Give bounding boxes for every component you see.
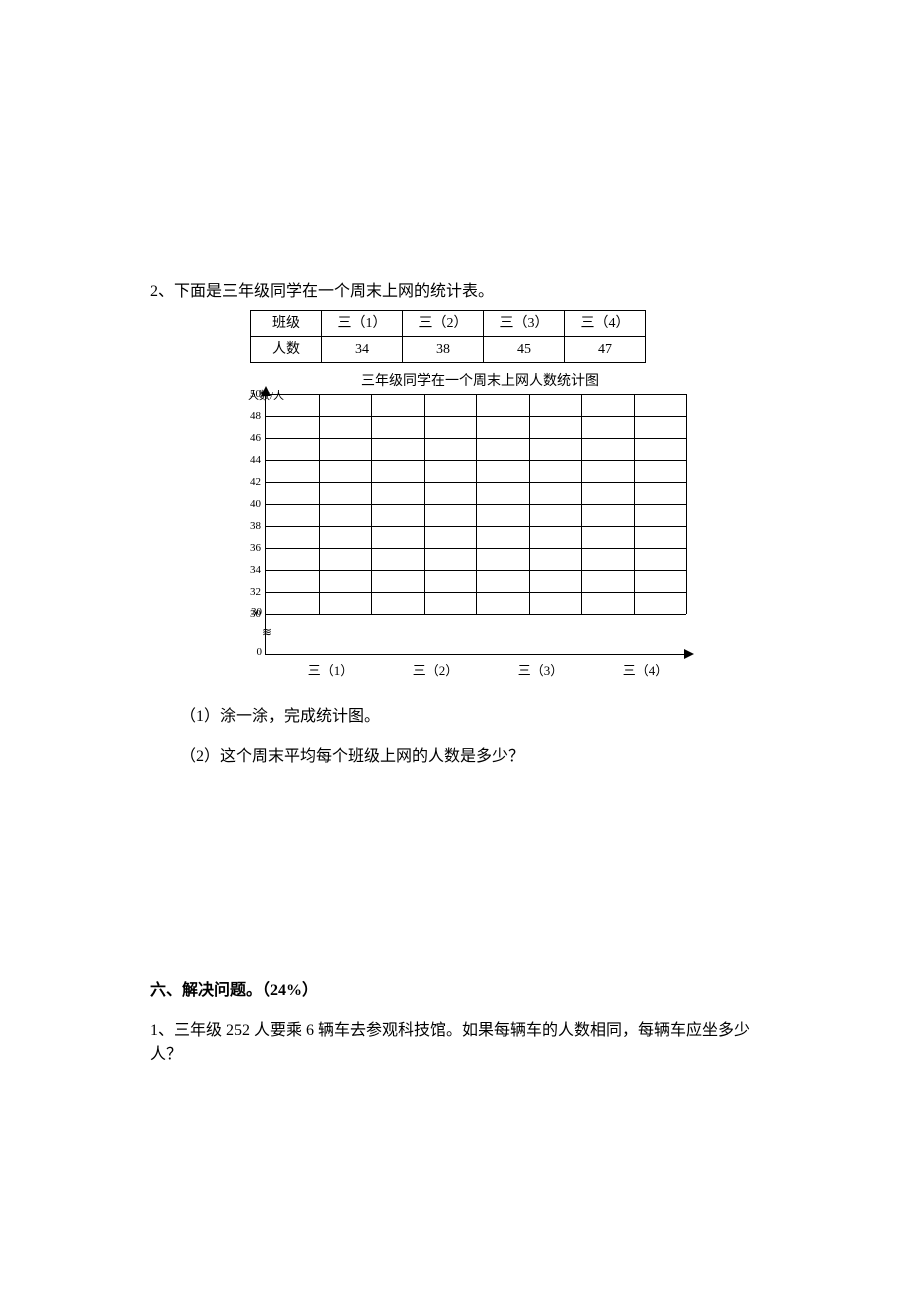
x-category-label: 三（1） — [278, 661, 383, 681]
y-tick-label: 50 — [250, 389, 261, 411]
table-cell: 34 — [322, 337, 403, 363]
y-tick-label: 34 — [250, 565, 261, 587]
section6-heading: 六、解决问题。（24%） — [150, 979, 770, 1003]
y-tick-label: 48 — [250, 411, 261, 433]
gridline-vertical — [371, 394, 372, 614]
x-categories: 三（1）三（2）三（3）三（4） — [278, 655, 698, 681]
y-tick-label: 44 — [250, 455, 261, 477]
gridline-vertical — [476, 394, 477, 614]
table-cell: 38 — [403, 337, 484, 363]
q2-prompt: 2、下面是三年级同学在一个周末上网的统计表。 — [150, 280, 770, 304]
plot-area: ≋ 30 0 — [265, 394, 686, 655]
y-tick-label: 38 — [250, 521, 261, 543]
x-category-label: 三（4） — [593, 661, 698, 681]
gridline-vertical — [319, 394, 320, 614]
gridline-vertical — [424, 394, 425, 614]
q2-sub2: （2）这个周末平均每个班级上网的人数是多少？ — [180, 745, 770, 769]
y-tick-label: 36 — [250, 543, 261, 565]
table-header-cell: 三（4） — [565, 311, 646, 337]
zero-label: 0 — [257, 644, 267, 661]
x-axis-arrow-icon — [684, 649, 694, 659]
table-header-cell: 三（2） — [403, 311, 484, 337]
table-cell: 人数 — [251, 337, 322, 363]
gridline-vertical — [686, 394, 687, 614]
y-ticks: 5048464442403836343230 — [250, 394, 265, 636]
x-category-label: 三（3） — [488, 661, 593, 681]
x-category-label: 三（2） — [383, 661, 488, 681]
y-tick-label: 42 — [250, 477, 261, 499]
q2-sub1: （1）涂一涂，完成统计图。 — [180, 705, 770, 729]
y-break-label: 30 — [251, 604, 266, 621]
chart-title: 三年级同学在一个周末上网人数统计图 — [250, 371, 710, 392]
table-header-cell: 三（1） — [322, 311, 403, 337]
table-header-cell: 三（3） — [484, 311, 565, 337]
bar-chart: 人数/人 5048464442403836343230 ≋ 30 0 三（1）三… — [250, 394, 730, 681]
y-tick-label: 40 — [250, 499, 261, 521]
document-page: 2、下面是三年级同学在一个周末上网的统计表。 班级三（1）三（2）三（3）三（4… — [0, 0, 920, 1173]
gridline-vertical — [529, 394, 530, 614]
q2-table: 班级三（1）三（2）三（3）三（4） 人数34384547 — [250, 310, 770, 363]
gridline-vertical — [581, 394, 582, 614]
axis-break-icon: ≋ — [262, 628, 271, 636]
section6-q1: 1、三年级 252 人要乘 6 辆车去参观科技馆。如果每辆车的人数相同，每辆车应… — [150, 1019, 770, 1067]
table-cell: 45 — [484, 337, 565, 363]
gridline-vertical — [634, 394, 635, 614]
table-header-cell: 班级 — [251, 311, 322, 337]
table-cell: 47 — [565, 337, 646, 363]
y-tick-label: 46 — [250, 433, 261, 455]
gridline-horizontal — [266, 614, 686, 615]
